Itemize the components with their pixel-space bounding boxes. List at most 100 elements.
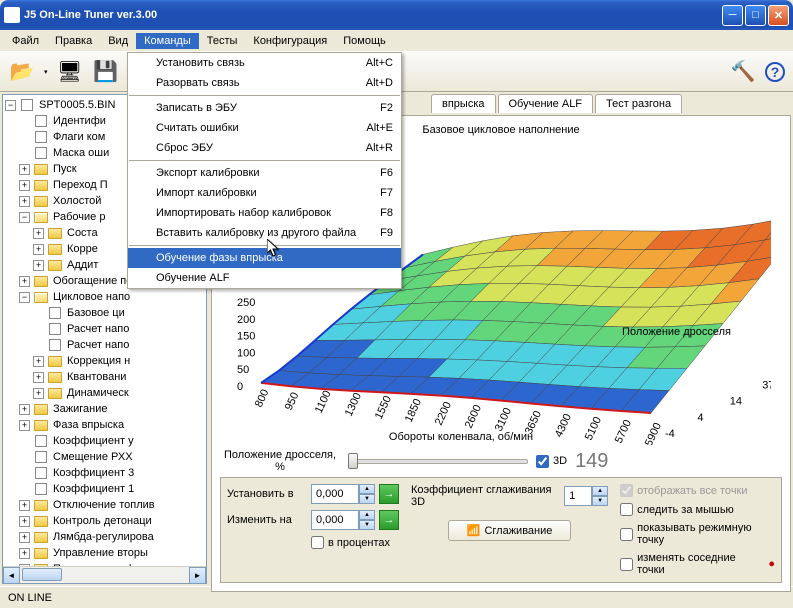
opt3-checkbox[interactable]: показывать режимную точку (620, 522, 775, 546)
tree-node[interactable]: +Контроль детонаци (5, 513, 204, 529)
tree-node[interactable]: Расчет напо (5, 321, 204, 337)
menubar: ФайлПравкаВидКомандыТестыКонфигурацияПом… (0, 30, 793, 52)
scroll-left-button[interactable]: ◄ (3, 567, 20, 584)
set-spinner[interactable]: ▲▼ (311, 484, 375, 504)
tree-node[interactable]: +Управление вторы (5, 545, 204, 561)
svg-text:1550: 1550 (373, 394, 394, 421)
tree-node[interactable]: Смещение РХХ (5, 449, 204, 465)
open-icon[interactable]: 📂 (8, 58, 36, 86)
status-text: ON LINE (8, 592, 52, 604)
menu-помощь[interactable]: Помощь (335, 33, 394, 49)
menu-item[interactable]: Установить связьAlt+C (128, 53, 401, 73)
maximize-button[interactable]: □ (745, 5, 766, 26)
tree-node[interactable]: +Фаза впрыска (5, 417, 204, 433)
tree-node[interactable]: +Квантовани (5, 369, 204, 385)
menu-item[interactable]: Импорт калибровкиF7 (128, 183, 401, 203)
tree-node[interactable]: Коэффициент 3 (5, 465, 204, 481)
tree-node[interactable]: −Цикловое напо (5, 289, 204, 305)
menu-item[interactable]: Обучение ALF (128, 268, 401, 288)
svg-text:250: 250 (237, 297, 255, 309)
menu-item[interactable]: Считать ошибкиAlt+E (128, 118, 401, 138)
menu-item[interactable]: Вставить калибровку из другого файлаF9 (128, 223, 401, 243)
opt4-checkbox[interactable]: изменять соседние точки ● (620, 552, 775, 576)
set-apply-button[interactable]: → (379, 484, 399, 504)
chip-icon[interactable]: 🖥 (56, 58, 84, 86)
opt1-checkbox[interactable]: отображать все точки (620, 484, 775, 497)
svg-text:2200: 2200 (433, 400, 454, 427)
tab[interactable]: Обучение ALF (498, 94, 594, 113)
set-label: Установить в (227, 488, 307, 500)
svg-text:1850: 1850 (403, 397, 424, 424)
change-spinner[interactable]: ▲▼ (311, 510, 375, 530)
save-icon[interactable]: 💾 (92, 58, 120, 86)
svg-text:3100: 3100 (493, 406, 514, 433)
tree-node[interactable]: Базовое ци (5, 305, 204, 321)
tree-node[interactable]: +Зажигание (5, 401, 204, 417)
smooth-button[interactable]: 📶 Сглаживание (448, 520, 572, 541)
svg-text:-4: -4 (665, 428, 675, 440)
svg-text:Обороты коленвала, об/мин: Обороты коленвала, об/мин (389, 431, 533, 443)
percent-checkbox[interactable]: в процентах (311, 536, 399, 549)
tree-node[interactable]: +Отключение топлив (5, 497, 204, 513)
help-icon[interactable]: ? (765, 62, 785, 82)
menu-конфигурация[interactable]: Конфигурация (245, 33, 335, 49)
menu-item[interactable]: Сброс ЭБУAlt+R (128, 138, 401, 158)
smooth-coef-label: Коэффициент сглаживания 3D (411, 484, 560, 508)
scroll-right-button[interactable]: ► (189, 567, 206, 584)
tab[interactable]: Тест разгона (595, 94, 682, 113)
smooth-spinner[interactable]: ▲▼ (564, 486, 608, 506)
menu-item[interactable]: Обучение фазы впрыска (128, 248, 401, 268)
opt2-checkbox[interactable]: следить за мышью (620, 503, 775, 516)
tab[interactable]: впрыска (431, 94, 496, 113)
svg-text:200: 200 (237, 314, 255, 326)
scroll-thumb[interactable] (22, 568, 62, 581)
svg-text:1100: 1100 (313, 389, 334, 416)
value-display: 149 (575, 450, 608, 473)
svg-text:5700: 5700 (613, 418, 634, 445)
svg-text:150: 150 (237, 331, 255, 343)
svg-text:950: 950 (283, 391, 302, 413)
menu-item[interactable]: Импортировать набор калибровокF8 (128, 203, 401, 223)
titlebar: J5 On-Line Tuner ver.3.00 ─ □ ✕ (0, 0, 793, 30)
svg-text:2600: 2600 (463, 403, 484, 430)
menu-вид[interactable]: Вид (100, 33, 136, 49)
throttle-slider[interactable] (348, 451, 528, 471)
tree-node[interactable]: +Лямбда-регулирова (5, 529, 204, 545)
horizontal-scrollbar[interactable]: ◄ ► (3, 566, 206, 583)
bottom-controls: Установить в ▲▼ → Изменить на ▲▼ → в про… (220, 477, 782, 583)
svg-text:4: 4 (697, 412, 703, 424)
svg-text:Положение дросселя: Положение дросселя (622, 326, 731, 338)
window-title: J5 On-Line Tuner ver.3.00 (24, 9, 722, 21)
3d-checkbox[interactable]: 3D (536, 455, 567, 468)
change-label: Изменить на (227, 514, 307, 526)
slider-label: Положение дросселя, % (220, 449, 340, 473)
svg-text:14: 14 (730, 396, 742, 408)
menu-файл[interactable]: Файл (4, 33, 47, 49)
tree-node[interactable]: Расчет напо (5, 337, 204, 353)
svg-text:800: 800 (253, 388, 272, 410)
svg-text:0: 0 (237, 381, 243, 393)
svg-text:50: 50 (237, 364, 249, 376)
menu-item[interactable]: Записать в ЭБУF2 (128, 98, 401, 118)
app-icon (4, 7, 20, 23)
svg-text:37: 37 (762, 379, 771, 391)
menu-правка[interactable]: Правка (47, 33, 100, 49)
tree-node[interactable]: Коэффициент 1 (5, 481, 204, 497)
close-button[interactable]: ✕ (768, 5, 789, 26)
commands-dropdown: Установить связьAlt+CРазорвать связьAlt+… (127, 52, 402, 289)
tool-icon[interactable]: 🔨 (729, 58, 757, 86)
menu-тесты[interactable]: Тесты (199, 33, 246, 49)
menu-item[interactable]: Разорвать связьAlt+D (128, 73, 401, 93)
svg-text:4300: 4300 (553, 412, 574, 439)
svg-text:5900: 5900 (643, 421, 664, 445)
minimize-button[interactable]: ─ (722, 5, 743, 26)
tree-node[interactable]: +Коррекция н (5, 353, 204, 369)
svg-text:5100: 5100 (583, 415, 604, 442)
menu-item[interactable]: Экспорт калибровкиF6 (128, 163, 401, 183)
tree-node[interactable]: +Динамическ (5, 385, 204, 401)
tree-node[interactable]: Коэффициент у (5, 433, 204, 449)
svg-text:1300: 1300 (343, 391, 364, 418)
change-apply-button[interactable]: → (379, 510, 399, 530)
menu-команды[interactable]: Команды (136, 33, 199, 49)
svg-text:100: 100 (237, 347, 255, 359)
